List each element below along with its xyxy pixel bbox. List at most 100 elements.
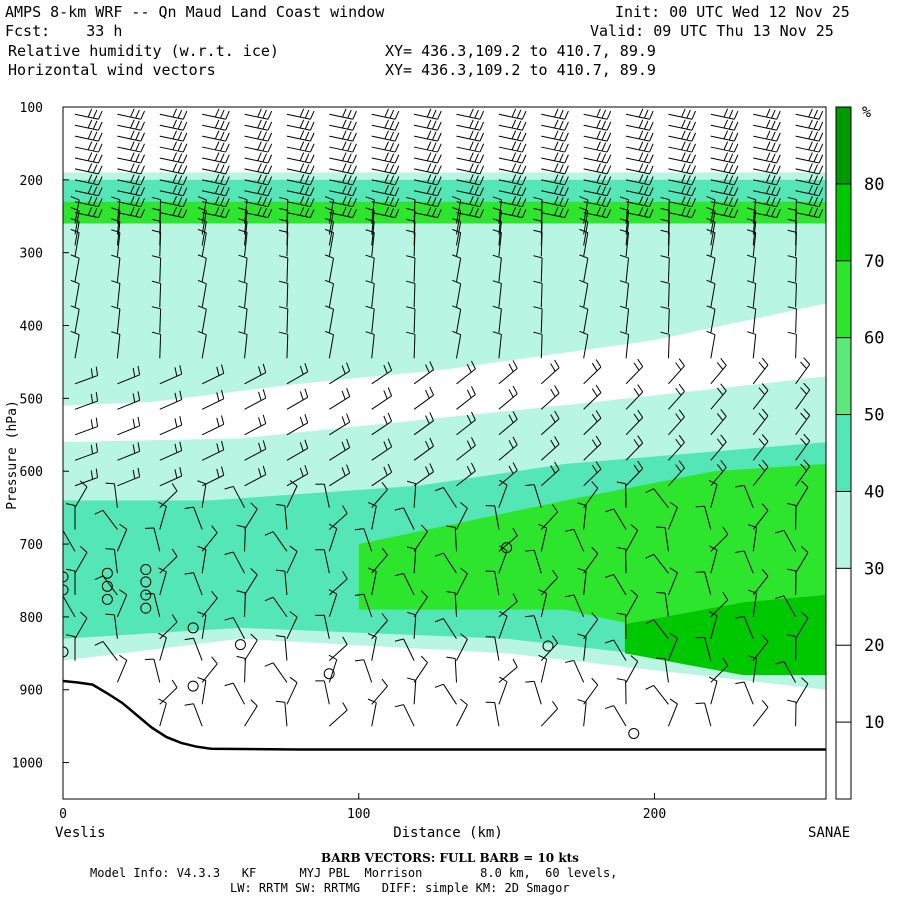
wind-barb xyxy=(619,305,630,333)
wind-barb xyxy=(492,305,502,333)
wind-barb xyxy=(456,462,476,487)
wind-barb xyxy=(619,207,630,235)
wind-barb xyxy=(668,174,697,186)
wind-barb xyxy=(74,152,103,164)
wind-barb xyxy=(158,567,167,596)
wind-barb xyxy=(492,280,502,308)
colorbar-label: 50 xyxy=(864,406,884,426)
wind-barb xyxy=(752,408,769,436)
wind-barb xyxy=(117,185,145,197)
wind-barb xyxy=(752,568,769,596)
wind-barb xyxy=(264,662,288,683)
wind-barb xyxy=(413,463,434,487)
wind-barb xyxy=(244,568,258,596)
wind-barb xyxy=(94,509,118,530)
wind-barb xyxy=(668,383,685,410)
wind-barb xyxy=(795,196,824,208)
wind-barb xyxy=(456,141,485,153)
wind-barb xyxy=(498,206,527,219)
wind-barb xyxy=(202,130,230,142)
wind-barb xyxy=(371,119,400,131)
wind-barb xyxy=(159,174,188,186)
wind-barb xyxy=(498,141,527,153)
wind-barb xyxy=(105,482,118,508)
wind-barb xyxy=(795,163,824,175)
wind-barb xyxy=(706,228,716,257)
wind-barb xyxy=(151,306,162,333)
wind-barb xyxy=(579,254,589,282)
wind-barb xyxy=(456,185,485,197)
wind-barb xyxy=(70,279,80,308)
wind-barb xyxy=(286,439,309,461)
wind-barb xyxy=(70,217,80,246)
wind-barb xyxy=(708,479,718,508)
wind-barb xyxy=(159,108,188,120)
wind-barb xyxy=(538,523,548,552)
wind-barb xyxy=(498,611,508,639)
wind-barb xyxy=(541,206,569,219)
wind-barb xyxy=(605,573,627,596)
wind-barb xyxy=(540,436,560,461)
wind-barb xyxy=(117,163,145,175)
wind-barb xyxy=(525,484,542,508)
wind-barb xyxy=(583,481,599,508)
wind-barb xyxy=(371,108,400,120)
wind-barb xyxy=(456,163,485,175)
wind-barb xyxy=(117,196,145,208)
wind-barb xyxy=(371,206,400,219)
wind-barb xyxy=(616,678,627,705)
wind-barb xyxy=(201,415,225,436)
wind-barb xyxy=(583,461,602,487)
wind-barb xyxy=(706,254,716,282)
wind-barb xyxy=(456,130,485,142)
colorbar-swatch xyxy=(836,722,851,799)
wind-barb xyxy=(541,174,569,186)
wind-barb xyxy=(787,634,797,661)
wind-barb xyxy=(159,163,188,175)
wind-barb xyxy=(184,506,203,530)
wind-barb xyxy=(695,571,712,596)
wind-barb xyxy=(667,632,678,661)
y-tick-label: 200 xyxy=(20,174,43,189)
wind-barb xyxy=(660,331,670,359)
wind-barb xyxy=(413,524,428,552)
wind-barb xyxy=(197,305,207,333)
wind-barb xyxy=(244,699,258,727)
wind-barb xyxy=(324,196,334,224)
wind-barb xyxy=(197,545,207,574)
wind-barb xyxy=(159,196,188,208)
wind-barb xyxy=(605,639,627,661)
wind-barb xyxy=(787,255,797,282)
wind-barb xyxy=(286,465,309,487)
calm-circle xyxy=(101,580,113,592)
colorbar-frame xyxy=(835,106,852,800)
wind-barb xyxy=(371,130,400,142)
wind-barb xyxy=(111,305,121,333)
wind-barb xyxy=(286,206,315,219)
wind-barb xyxy=(747,280,757,308)
wind-barb xyxy=(583,174,612,186)
wind-barb xyxy=(525,680,542,705)
wind-barb xyxy=(201,440,225,461)
wind-barb xyxy=(795,357,811,385)
wind-barb xyxy=(184,572,203,596)
y-tick-label: 500 xyxy=(20,392,43,407)
wind-barb xyxy=(540,359,560,385)
wind-barb xyxy=(116,654,128,683)
wind-barb xyxy=(752,700,769,727)
model-info: Model Info: V4.3.3 KF MYJ PBL Morrison 8… xyxy=(90,866,618,880)
wind-barb xyxy=(413,386,434,410)
wind-barb xyxy=(414,196,442,208)
y-axis: 100 200 300 400 500 600 700 800 900 1000 xyxy=(12,101,69,772)
wind-barb xyxy=(244,502,258,530)
x-axis-label: Distance (km) xyxy=(393,825,503,841)
wind-barb xyxy=(329,413,351,436)
wind-barb xyxy=(367,567,377,596)
left-station-label: Veslis xyxy=(55,825,106,841)
wind-barb xyxy=(264,531,288,552)
wind-barb xyxy=(63,530,76,552)
wind-barb xyxy=(668,152,697,164)
wind-barb xyxy=(371,463,393,487)
wind-barb xyxy=(452,228,462,257)
wind-barb xyxy=(365,305,375,333)
